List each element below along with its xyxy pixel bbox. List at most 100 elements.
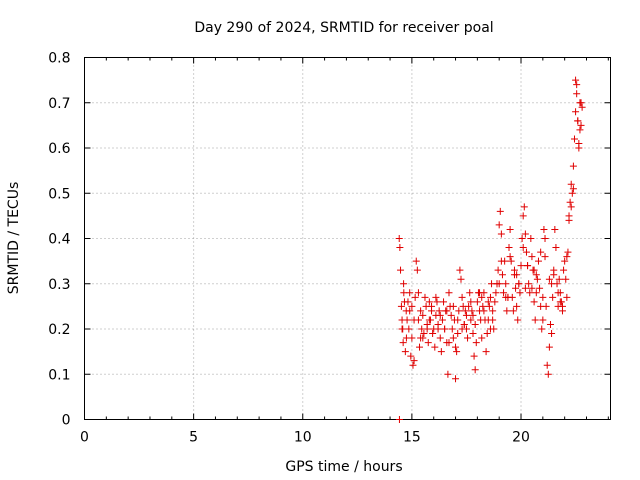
x-tick-label: 10 [294, 430, 312, 446]
data-point [486, 293, 494, 301]
data-point [494, 266, 502, 274]
data-point [563, 253, 571, 261]
data-point [423, 325, 431, 333]
data-point [521, 230, 529, 238]
data-point [467, 316, 475, 324]
data-point [435, 307, 443, 315]
data-point [510, 266, 518, 274]
data-point [545, 275, 553, 283]
data-point [398, 325, 406, 333]
data-point [419, 311, 427, 319]
data-point [406, 289, 414, 297]
data-point [543, 361, 551, 369]
data-point [402, 334, 410, 342]
data-point [565, 216, 573, 224]
data-point [497, 257, 505, 265]
x-tick-label: 0 [80, 430, 89, 446]
data-point [395, 235, 403, 242]
data-point [465, 302, 473, 310]
data-point [495, 280, 503, 288]
data-point [425, 298, 433, 306]
data-point [441, 325, 449, 333]
data-point [405, 325, 413, 333]
data-point [455, 307, 463, 315]
data-point [431, 343, 439, 351]
data-point [480, 307, 488, 315]
y-tick-label: 0.7 [48, 96, 70, 112]
data-point [539, 293, 547, 301]
data-point [514, 316, 522, 324]
y-tick-label: 0 [62, 413, 71, 429]
data-point [566, 198, 574, 206]
series-outlier [395, 416, 403, 423]
data-point [554, 289, 562, 297]
data-point [521, 284, 529, 292]
data-point [552, 244, 560, 252]
data-point [485, 302, 493, 310]
data-point [447, 311, 455, 319]
data-point [461, 307, 469, 315]
data-point [572, 76, 580, 84]
data-point [429, 330, 437, 338]
data-point [404, 298, 412, 306]
data-point [407, 352, 415, 360]
data-point [512, 284, 520, 292]
data-point [410, 357, 418, 365]
data-point [443, 307, 451, 315]
data-point [541, 253, 549, 261]
data-point [397, 302, 405, 310]
data-point [522, 248, 530, 256]
data-point [527, 235, 535, 242]
data-point [504, 293, 512, 301]
data-point [478, 293, 486, 301]
data-point [432, 293, 440, 301]
data-point [486, 325, 494, 333]
axis-ticks [84, 57, 611, 420]
data-point [537, 248, 545, 256]
data-point [400, 280, 408, 288]
data-point [498, 271, 506, 279]
y-tick-label: 0.8 [48, 51, 70, 67]
data-point [483, 330, 491, 338]
data-point [448, 325, 456, 333]
data-point [530, 298, 538, 306]
data-point [406, 307, 414, 315]
data-point [396, 244, 404, 252]
y-tick-label: 0.5 [48, 186, 70, 202]
data-point [414, 289, 422, 297]
data-point [397, 266, 405, 274]
data-point [410, 316, 418, 324]
data-point [444, 370, 452, 378]
data-point [572, 108, 580, 116]
data-point [425, 316, 433, 324]
data-point [469, 311, 477, 319]
data-point [526, 289, 534, 297]
data-point [496, 207, 504, 215]
y-tick-label: 0.2 [48, 322, 70, 338]
chart-title: Day 290 of 2024, SRMTID for receiver poa… [194, 20, 493, 36]
data-point [551, 225, 559, 233]
data-point [533, 275, 541, 283]
data-point [458, 325, 466, 333]
data-point [449, 334, 457, 342]
data-point [489, 316, 497, 324]
data-point [513, 302, 521, 310]
data-point [470, 352, 478, 360]
data-point [578, 103, 586, 111]
data-point [401, 348, 409, 356]
data-point [516, 289, 524, 297]
data-point [574, 117, 582, 125]
data-point [471, 366, 479, 374]
data-point [558, 302, 566, 310]
data-point [403, 316, 411, 324]
data-point [519, 244, 527, 252]
data-point [528, 284, 536, 292]
data-point [505, 244, 513, 252]
data-point [546, 320, 554, 328]
data-point [540, 225, 548, 233]
data-point [532, 271, 540, 279]
data-point [576, 126, 584, 134]
data-point [532, 289, 540, 297]
data-point [491, 298, 499, 306]
